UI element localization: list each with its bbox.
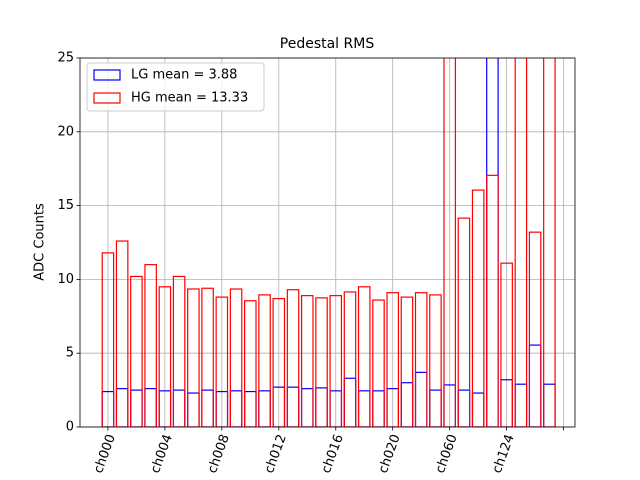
y-tick-label: 15 bbox=[57, 198, 74, 213]
bar bbox=[543, 58, 556, 427]
bar bbox=[457, 217, 471, 427]
bar bbox=[357, 286, 371, 427]
bar bbox=[187, 392, 200, 427]
bar bbox=[187, 288, 200, 427]
bar bbox=[443, 58, 456, 427]
x-tick-label: ch004 bbox=[148, 432, 176, 475]
bar bbox=[486, 174, 499, 427]
bar bbox=[229, 288, 243, 427]
bar bbox=[215, 296, 229, 427]
bar bbox=[315, 297, 328, 427]
bar bbox=[101, 252, 115, 427]
bar bbox=[286, 289, 300, 427]
legend-box bbox=[86, 62, 265, 112]
bar bbox=[372, 390, 385, 427]
chart-title: Pedestal RMS bbox=[280, 36, 375, 52]
bar bbox=[414, 371, 428, 427]
x-tick-label: ch124 bbox=[490, 432, 518, 475]
y-tick-label: 10 bbox=[57, 272, 74, 287]
bar bbox=[144, 388, 157, 427]
bar bbox=[258, 294, 271, 427]
bar bbox=[486, 58, 499, 427]
bar bbox=[272, 297, 286, 427]
bar bbox=[372, 299, 385, 427]
bar bbox=[300, 388, 314, 427]
x-tick-label: ch016 bbox=[319, 432, 347, 475]
bar bbox=[414, 292, 428, 427]
bar bbox=[244, 390, 257, 427]
legend: LG mean = 3.88 HG mean = 13.33 bbox=[86, 62, 265, 112]
bar bbox=[229, 390, 243, 427]
bar bbox=[457, 389, 471, 427]
y-tick-label: 25 bbox=[57, 51, 74, 66]
bar bbox=[543, 383, 556, 427]
bar bbox=[500, 262, 513, 427]
legend-label: LG mean = 3.88 bbox=[131, 68, 237, 83]
bar bbox=[471, 189, 485, 427]
bar bbox=[315, 387, 328, 427]
bar bbox=[471, 392, 485, 427]
bar bbox=[244, 300, 257, 427]
x-tick-label: ch020 bbox=[376, 432, 404, 475]
bar bbox=[343, 377, 357, 427]
legend-swatch bbox=[93, 69, 121, 81]
bar bbox=[158, 286, 172, 427]
bar bbox=[201, 389, 214, 427]
x-tick-label: ch012 bbox=[262, 432, 290, 475]
x-tick-label: ch000 bbox=[91, 432, 119, 475]
bar bbox=[172, 389, 186, 427]
bar bbox=[528, 231, 542, 427]
x-tick-label: ch008 bbox=[205, 432, 233, 475]
bar bbox=[429, 389, 442, 427]
y-axis-label: ADC Counts bbox=[33, 203, 48, 281]
bar bbox=[400, 382, 414, 427]
bar bbox=[144, 264, 157, 427]
bar bbox=[400, 296, 414, 427]
plot-frame bbox=[79, 57, 576, 428]
bar bbox=[429, 294, 442, 427]
y-tick-label: 0 bbox=[66, 420, 74, 435]
bar bbox=[286, 386, 300, 427]
axes: 0 5 10 15 20 25 ch000 ch004 ch008 ch012 ch016 ch020… bbox=[57, 51, 565, 475]
bar bbox=[343, 291, 357, 427]
bar bbox=[514, 58, 528, 427]
bar bbox=[300, 295, 314, 427]
x-tick-label: ch060 bbox=[433, 432, 461, 475]
bar bbox=[172, 275, 186, 427]
bar bbox=[130, 275, 143, 427]
bar bbox=[130, 389, 143, 427]
bar bbox=[201, 287, 214, 427]
y-tick-label: 5 bbox=[66, 346, 74, 361]
bar bbox=[115, 240, 129, 427]
y-tick-label: 20 bbox=[57, 124, 74, 139]
legend-label: HG mean = 13.33 bbox=[131, 91, 248, 106]
bar bbox=[528, 344, 542, 427]
bar bbox=[115, 388, 129, 427]
bar bbox=[258, 390, 271, 427]
bar bbox=[357, 390, 371, 427]
bar bbox=[514, 383, 528, 427]
legend-swatch bbox=[93, 92, 121, 104]
